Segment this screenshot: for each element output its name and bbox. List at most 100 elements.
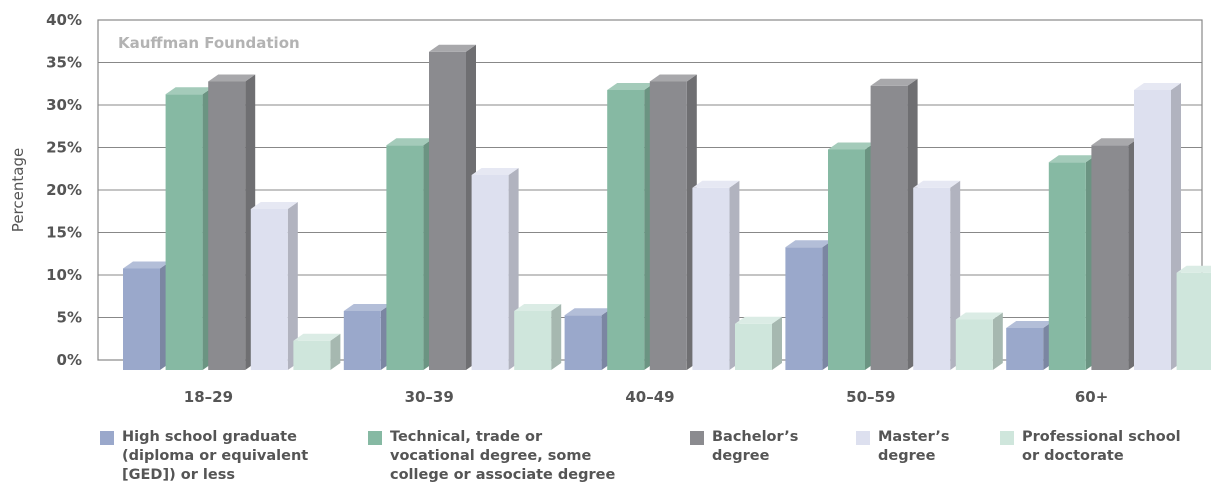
bar-front bbox=[1048, 162, 1086, 370]
bar-front bbox=[514, 311, 552, 370]
y-tick-label: 25% bbox=[46, 139, 82, 157]
bar-top bbox=[1091, 138, 1139, 146]
legend: High school graduate (diploma or equival… bbox=[0, 428, 1211, 501]
bar bbox=[607, 83, 655, 370]
y-tick-label: 0% bbox=[57, 351, 82, 369]
legend-label-masters: Master’s degree bbox=[878, 429, 950, 464]
bar-front bbox=[1091, 145, 1129, 370]
bar-front bbox=[955, 319, 993, 370]
bar-top bbox=[429, 44, 476, 52]
y-tick-label: 15% bbox=[46, 224, 82, 242]
bar-front bbox=[250, 209, 288, 370]
bar-top bbox=[1134, 83, 1181, 90]
bar-top bbox=[649, 74, 697, 82]
bar bbox=[165, 87, 213, 370]
x-category-label: 60+ bbox=[1075, 388, 1108, 406]
bar-top bbox=[514, 304, 562, 311]
x-category-label: 18–29 bbox=[184, 388, 233, 406]
bar bbox=[913, 180, 961, 370]
bar bbox=[785, 240, 833, 370]
bar-top bbox=[208, 74, 256, 82]
bar-front bbox=[123, 268, 160, 370]
bar bbox=[649, 74, 697, 370]
bar-top bbox=[250, 202, 298, 209]
bar-front bbox=[429, 51, 466, 370]
bar-front bbox=[165, 94, 203, 370]
bar bbox=[692, 180, 740, 370]
y-tick-label: 20% bbox=[46, 181, 82, 199]
bar bbox=[429, 44, 476, 370]
bar bbox=[1048, 155, 1096, 370]
legend-item-professional: Professional school or doctorate bbox=[1000, 428, 1181, 466]
bar-top bbox=[1048, 155, 1096, 163]
bar-top bbox=[386, 138, 434, 146]
x-category-label: 40–49 bbox=[625, 388, 674, 406]
bar-top bbox=[165, 87, 213, 95]
bar-top bbox=[1006, 321, 1054, 328]
bar-front bbox=[735, 323, 772, 370]
watermark-text: Kauffman Foundation bbox=[118, 34, 300, 52]
bar-top bbox=[955, 312, 1003, 320]
y-axis-label: Percentage bbox=[9, 148, 27, 232]
bar bbox=[1006, 321, 1054, 370]
bar-front bbox=[386, 145, 424, 370]
bar-top bbox=[913, 180, 961, 188]
bar-side bbox=[287, 202, 298, 370]
bar bbox=[1091, 138, 1139, 370]
bar-front bbox=[828, 149, 865, 370]
bar-front bbox=[1006, 328, 1044, 370]
legend-swatch-masters bbox=[856, 431, 870, 445]
bar-front bbox=[913, 187, 951, 370]
legend-swatch-bachelors bbox=[690, 431, 704, 445]
bar bbox=[250, 202, 298, 370]
bar-front bbox=[564, 315, 602, 370]
bar-top bbox=[564, 308, 612, 316]
bar-front bbox=[607, 90, 645, 370]
bar-front bbox=[649, 81, 687, 370]
bar-chart: 0% 5% 10% 15% 20% 25% 30% 35% 40% Percentage Kauff… bbox=[9, 11, 1211, 406]
bar-front bbox=[343, 311, 381, 370]
bar-front bbox=[785, 247, 823, 370]
bar-side bbox=[992, 312, 1003, 370]
x-category-label: 50–59 bbox=[846, 388, 895, 406]
legend-swatch-technical bbox=[368, 431, 382, 445]
bar bbox=[343, 304, 391, 370]
bar bbox=[293, 333, 341, 370]
legend-item-high-school: High school graduate (diploma or equival… bbox=[100, 428, 308, 485]
bar bbox=[386, 138, 434, 370]
y-tick-label: 35% bbox=[46, 54, 82, 72]
legend-item-technical: Technical, trade or vocational degree, s… bbox=[368, 428, 615, 485]
bar-side bbox=[772, 316, 782, 370]
legend-label-professional: Professional school or doctorate bbox=[1022, 429, 1181, 464]
bar bbox=[955, 312, 1003, 370]
bar-front bbox=[870, 85, 908, 370]
bar-top bbox=[828, 142, 875, 150]
y-tick-label: 30% bbox=[46, 96, 82, 114]
bar bbox=[471, 168, 519, 370]
bar-front bbox=[471, 175, 509, 370]
bar-top bbox=[785, 240, 833, 248]
legend-label-high-school: High school graduate (diploma or equival… bbox=[122, 429, 309, 483]
bar-front bbox=[1176, 272, 1211, 370]
bar-top bbox=[343, 304, 391, 311]
bar-front bbox=[692, 187, 730, 370]
legend-label-bachelors: Bachelor’s degree bbox=[712, 429, 799, 464]
bar bbox=[514, 304, 562, 370]
bar-front bbox=[293, 340, 331, 370]
bar-top bbox=[870, 78, 918, 86]
bar-top bbox=[471, 168, 519, 175]
bar-top bbox=[692, 180, 740, 188]
bar-top bbox=[607, 83, 655, 90]
bar-side bbox=[551, 304, 562, 370]
legend-item-masters: Master’s degree bbox=[856, 428, 950, 466]
bar bbox=[828, 142, 875, 370]
bar bbox=[208, 74, 256, 370]
bar bbox=[1176, 265, 1211, 370]
bar bbox=[870, 78, 918, 370]
bar-top bbox=[123, 261, 170, 269]
legend-swatch-high-school bbox=[100, 431, 114, 445]
bar-top bbox=[1176, 265, 1211, 273]
bar-front bbox=[1134, 90, 1171, 370]
x-category-label: 30–39 bbox=[405, 388, 454, 406]
y-tick-label: 5% bbox=[57, 309, 82, 327]
